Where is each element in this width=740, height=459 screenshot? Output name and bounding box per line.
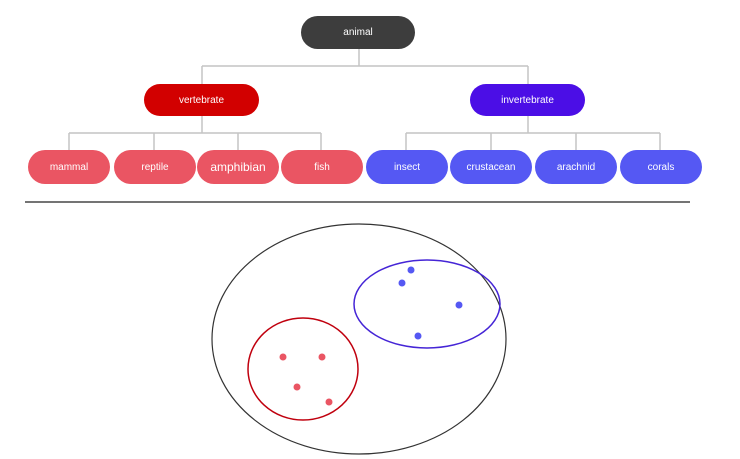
node-reptile-label: reptile: [141, 161, 169, 173]
animal-set-ellipse: [211, 223, 507, 455]
vertebrate-member-dot: [293, 383, 301, 391]
node-fish-label: fish: [314, 161, 330, 173]
node-invertebrate: invertebrate: [470, 84, 585, 116]
node-insect-label: insect: [393, 161, 421, 173]
node-reptile: reptile: [114, 150, 196, 184]
vertebrate-member-dot: [325, 398, 333, 406]
node-crustacean: crustacean: [450, 150, 532, 184]
node-corals-label: corals: [647, 161, 675, 173]
node-vertebrate: vertebrate: [144, 84, 259, 116]
vertebrate-set-ellipse: [247, 317, 359, 421]
node-invertebrate-label: invertebrate: [501, 94, 554, 106]
node-animal: animal: [301, 16, 415, 49]
vertebrate-member-dot: [318, 353, 326, 361]
node-mammal: mammal: [28, 150, 110, 184]
node-insect: insect: [366, 150, 448, 184]
invertebrate-member-dot: [398, 279, 406, 287]
node-corals: corals: [620, 150, 702, 184]
node-amphibian: amphibian: [197, 150, 279, 184]
node-fish: fish: [281, 150, 363, 184]
node-animal-label: animal: [343, 27, 373, 38]
node-arachnid-label: arachnid: [556, 161, 596, 173]
node-arachnid: arachnid: [535, 150, 617, 184]
node-mammal-label: mammal: [49, 161, 89, 173]
vertebrate-member-dot: [279, 353, 287, 361]
invertebrate-set-ellipse: [353, 259, 501, 349]
node-vertebrate-label: vertebrate: [178, 94, 225, 106]
invertebrate-member-dot: [455, 301, 463, 309]
node-amphibian-label: amphibian: [210, 160, 266, 174]
invertebrate-member-dot: [414, 332, 422, 340]
invertebrate-member-dot: [407, 266, 415, 274]
node-crustacean-label: crustacean: [466, 161, 516, 173]
